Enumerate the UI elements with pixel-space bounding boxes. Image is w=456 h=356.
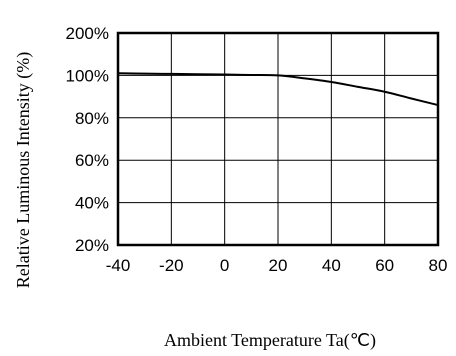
x-tick-label: -20	[159, 256, 184, 275]
y-tick-labels: 20% 40% 60% 80% 100% 200%	[66, 24, 109, 255]
y-tick-label: 100%	[66, 66, 109, 85]
x-tick-label: 40	[322, 256, 341, 275]
y-axis-label: Relative Luminous Intensity (%)	[13, 52, 34, 288]
x-tick-label: 0	[220, 256, 229, 275]
x-tick-labels: -40 -20 0 20 40 60 80	[106, 256, 448, 275]
series-line	[117, 72, 439, 107]
y-tick-label: 40%	[75, 194, 109, 213]
grid	[118, 33, 438, 245]
y-tick-label: 200%	[66, 24, 109, 43]
x-tick-label: 20	[269, 256, 288, 275]
x-axis-label: Ambient Temperature Ta(℃)	[164, 330, 376, 351]
x-tick-label: 80	[429, 256, 448, 275]
x-tick-label: 60	[375, 256, 394, 275]
x-tick-label: -40	[106, 256, 131, 275]
plot-frame	[116, 31, 440, 247]
y-tick-label: 80%	[75, 109, 109, 128]
y-tick-label: 20%	[75, 236, 109, 255]
y-tick-label: 60%	[75, 151, 109, 170]
